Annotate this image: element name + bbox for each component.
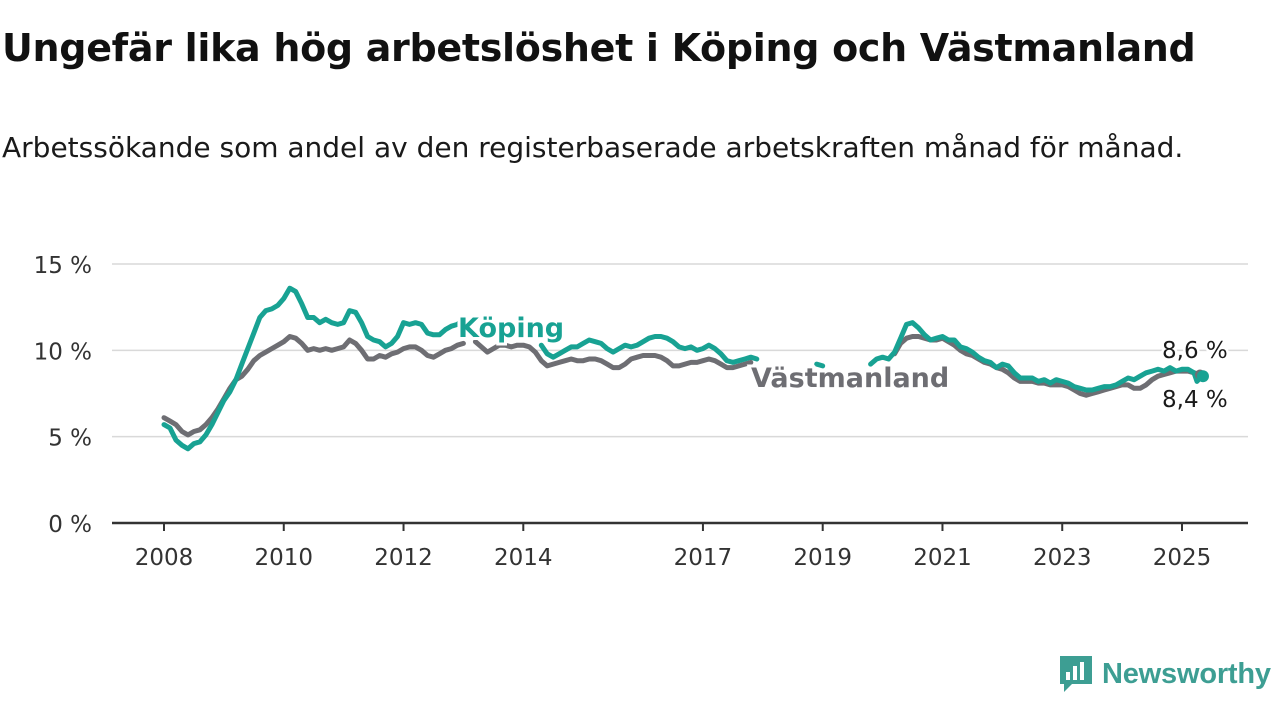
series-label-vastmanland: Västmanland — [751, 363, 949, 394]
chart-title: Ungefär lika hög arbetslöshet i Köping o… — [2, 26, 1196, 70]
x-tick-label: 2010 — [254, 545, 313, 571]
y-tick-label: 10 % — [34, 339, 92, 365]
y-tick-label: 0 % — [48, 512, 92, 538]
y-tick-label: 5 % — [48, 426, 92, 452]
gridlines — [112, 263, 1248, 438]
series-labels: Köping Västmanland 8,6 % 8,4 % — [455, 310, 1230, 416]
x-tick-label: 2017 — [674, 545, 733, 571]
y-tick-label: 15 % — [34, 253, 92, 279]
x-tick-label: 2025 — [1153, 545, 1212, 571]
series-line-kping — [814, 361, 826, 369]
x-tick-label: 2023 — [1033, 545, 1092, 571]
x-tick-label: 2019 — [793, 545, 852, 571]
newsworthy-logo-icon — [1060, 656, 1092, 692]
x-tick-label: 2014 — [494, 545, 553, 571]
newsworthy-logo-text: Newsworthy — [1102, 657, 1271, 690]
series-line-kping — [538, 334, 760, 365]
x-tick-label: 2008 — [135, 545, 194, 571]
newsworthy-logo: Newsworthy — [1058, 654, 1271, 694]
x-tick-label: 2021 — [913, 545, 972, 571]
series-label-koping: Köping — [458, 313, 564, 344]
series-lines — [161, 285, 1209, 452]
x-tick-label: 2012 — [374, 545, 433, 571]
end-label-koping: 8,4 % — [1162, 387, 1228, 413]
chart-subtitle: Arbetssökande som andel av den registerb… — [2, 131, 1184, 164]
end-label-vastmanland: 8,6 % — [1162, 338, 1228, 364]
series-line-kping — [161, 285, 466, 452]
series-line-vstmanland — [472, 339, 754, 371]
endpoint-dot-koping — [1196, 370, 1209, 383]
series-line-vstmanland — [161, 334, 466, 438]
y-axis-labels: 0 % 5 % 10 % 15 % — [34, 253, 92, 538]
series-line-kping — [868, 320, 1206, 393]
x-axis: 2008 2010 2012 2014 2017 2019 2021 2023 2025 — [112, 521, 1248, 571]
